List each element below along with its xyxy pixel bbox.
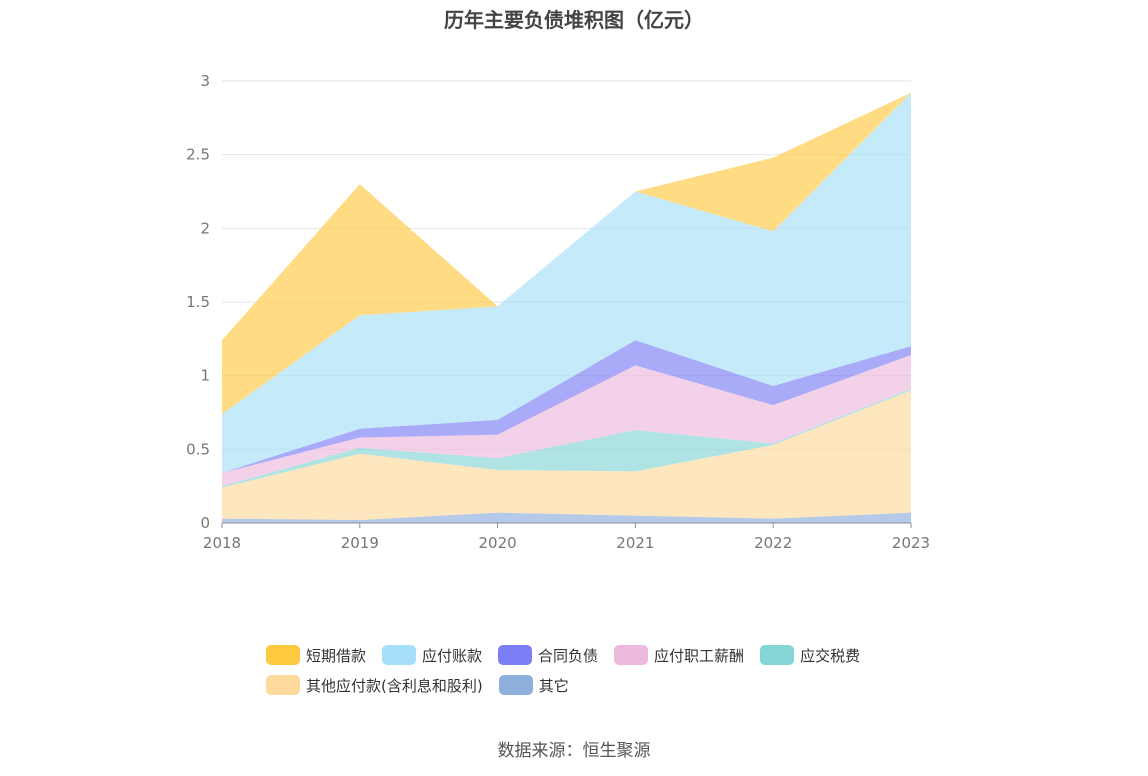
series-area <box>222 388 911 488</box>
legend-swatch <box>498 675 533 695</box>
legend-item-short-term-loans[interactable]: 短期借款 <box>266 645 366 666</box>
x-tick-label: 2022 <box>754 534 792 552</box>
legend-label: 合同负债 <box>538 646 599 665</box>
series-area <box>222 355 911 487</box>
y-tick-label: 0 <box>200 514 210 532</box>
legend-label: 应交税费 <box>800 646 861 665</box>
y-tick-label: 3 <box>200 72 210 90</box>
legend-label: 其它 <box>538 676 569 695</box>
legend-row-2: 其他应付款(含利息和股利) 其它 <box>266 670 906 700</box>
series-area <box>222 92 911 473</box>
series-area <box>222 92 911 414</box>
x-tick-label: 2019 <box>341 534 379 552</box>
y-tick-label: 2 <box>200 219 210 237</box>
stacked-area-chart: 0 0.5 1 1.5 2 2.5 3 2018 2019 2020 2021 2022 2023 <box>186 72 930 552</box>
legend-swatch <box>266 675 300 695</box>
legend-item-contract-liabilities[interactable]: 合同负债 <box>498 645 598 666</box>
y-tick-label: 1 <box>200 367 210 385</box>
x-tick-label: 2023 <box>892 534 930 552</box>
legend-item-others[interactable]: 其它 <box>498 675 569 696</box>
legend-label: 其他应付款(含利息和股利) <box>306 676 483 695</box>
data-source: 数据来源：恒生聚源 <box>497 741 651 761</box>
legend-item-accounts-payable[interactable]: 应付账款 <box>382 645 482 666</box>
legend-label: 应付账款 <box>422 646 483 665</box>
legend-swatch <box>382 645 417 665</box>
y-tick-label: 2.5 <box>186 146 210 164</box>
legend-swatch <box>266 645 300 665</box>
chart-title: 历年主要负债堆积图（亿元） <box>444 8 704 32</box>
series-area <box>222 512 911 523</box>
legend-item-employee-payables[interactable]: 应付职工薪酬 <box>614 645 744 666</box>
legend-swatch <box>614 645 649 665</box>
y-tick-label: 1.5 <box>186 293 210 311</box>
chart-legend: 短期借款 应付账款 合同负债 应付职工薪酬 应交税费 其他应付款(含利息和股利)… <box>266 640 906 700</box>
series-area <box>222 390 911 521</box>
legend-item-other-payables[interactable]: 其他应付款(含利息和股利) <box>266 675 483 696</box>
y-tick-label: 0.5 <box>186 440 210 458</box>
x-tick-label: 2018 <box>203 534 241 552</box>
x-tick-label: 2021 <box>616 534 654 552</box>
legend-label: 应付职工薪酬 <box>654 646 745 665</box>
x-tick-label: 2020 <box>479 534 517 552</box>
legend-item-taxes-payable[interactable]: 应交税费 <box>760 645 860 666</box>
legend-swatch <box>498 645 533 665</box>
legend-swatch <box>760 645 795 665</box>
legend-row-1: 短期借款 应付账款 合同负债 应付职工薪酬 应交税费 <box>266 640 906 670</box>
legend-label: 短期借款 <box>306 646 367 665</box>
